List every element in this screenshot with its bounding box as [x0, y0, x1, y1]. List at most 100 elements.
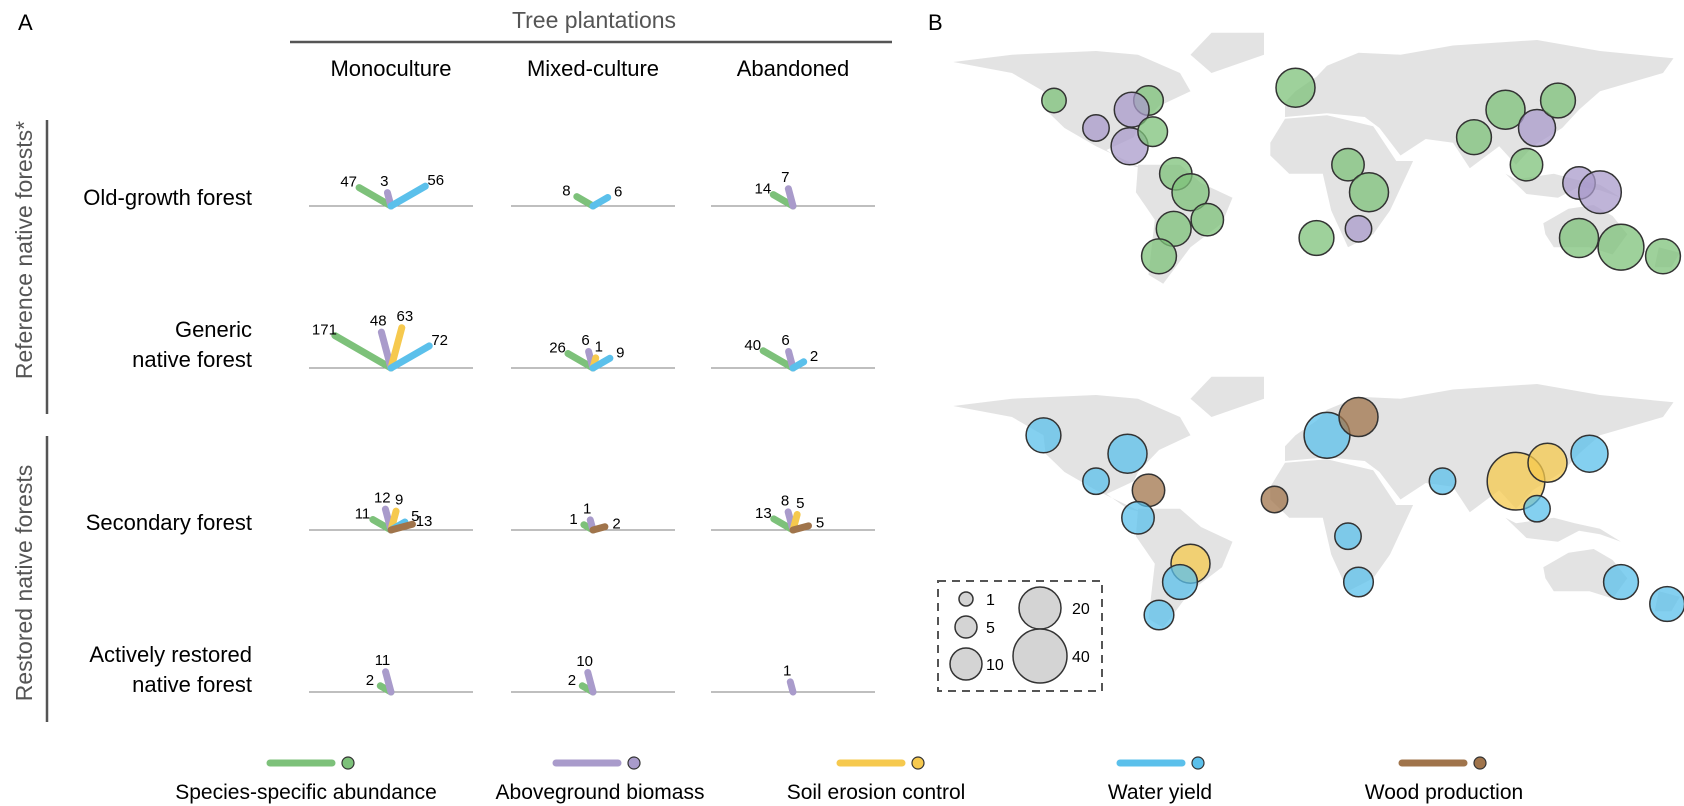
landmass: [953, 51, 1191, 169]
fan-ray-abund: [355, 184, 395, 210]
size-legend-label-20: 20: [1072, 601, 1090, 618]
fan-value-label: 8: [562, 183, 570, 200]
row-label-secondary: Secondary forest: [86, 510, 252, 535]
map-point-abund: [1137, 116, 1169, 148]
landmass: [1285, 40, 1674, 169]
map-point-water: [1570, 434, 1609, 473]
row-label-old-growth: Old-growth forest: [83, 185, 252, 210]
fan-ray-wood: [387, 520, 416, 534]
map-point-abund: [1190, 202, 1225, 237]
fan-value-label: 2: [366, 672, 374, 689]
map-point-abund: [1558, 217, 1600, 259]
side-label-restored: Restored native forests: [11, 465, 37, 702]
map-point-water: [1143, 599, 1175, 631]
map-point-abund: [1171, 172, 1210, 212]
column-header-monoculture: Monoculture: [330, 56, 451, 81]
size-legend-circle-5: [954, 615, 978, 639]
legend-swatch-dot-wood: [1473, 756, 1487, 770]
map-point-abund: [1140, 238, 1178, 275]
row-label-active-line2: native forest: [132, 672, 252, 697]
fan-ray-water: [789, 358, 808, 372]
fan-value-label: 56: [427, 172, 444, 189]
map-point-abund: [1275, 67, 1316, 108]
map-point-water: [1428, 467, 1457, 496]
map-point-biomass: [1113, 91, 1150, 128]
fan-value-label: 2: [612, 516, 620, 533]
size-legend-circle-40: [1012, 628, 1068, 684]
fan-ray-biomass: [786, 678, 797, 696]
row-label-generic-line2: native forest: [132, 347, 252, 372]
map-point-abund: [1485, 89, 1526, 130]
size-legend-circle-10: [949, 647, 983, 681]
map-point-abund: [1597, 223, 1645, 271]
fan-value-label: 3: [380, 173, 388, 190]
fan-value-label: 9: [616, 344, 624, 361]
fan-value-label: 13: [416, 513, 433, 530]
landmass: [1505, 517, 1621, 542]
fan-ray-water: [387, 342, 433, 372]
side-label-reference: Reference native forests*: [11, 121, 37, 379]
fan-value-label: 13: [755, 505, 772, 522]
reference-map: [953, 32, 1682, 284]
fan-value-label: 6: [614, 183, 622, 200]
fan-value-label: 171: [312, 322, 337, 339]
row-label-generic-line1: Generic: [175, 317, 252, 342]
fan-value-label: 40: [744, 337, 761, 354]
fan-value-label: 1: [583, 500, 591, 517]
column-header-mixed-culture: Mixed-culture: [527, 56, 659, 81]
map-point-biomass: [1517, 108, 1557, 148]
landmass: [1190, 32, 1264, 73]
map-point-soil: [1527, 442, 1568, 484]
fan-ray-abund: [331, 332, 395, 372]
fan-value-label: 72: [431, 332, 448, 349]
map-point-abund: [1041, 87, 1067, 114]
fan-value-label: 9: [395, 492, 403, 509]
map-point-abund: [1348, 171, 1390, 213]
map-point-water: [1649, 585, 1684, 623]
fan-value-label: 2: [568, 672, 576, 689]
map-point-water: [1334, 522, 1362, 551]
legend-swatch-dot-water: [1191, 756, 1205, 770]
fan-ray-biomass: [382, 668, 395, 696]
map-point-abund: [1331, 147, 1365, 182]
fan-ray-abund: [759, 347, 797, 372]
row-label-active-line1: Actively restored: [89, 642, 252, 667]
restored-map: [953, 376, 1684, 631]
fan-value-label: 8: [781, 492, 789, 509]
fan-value-label: 14: [754, 181, 771, 198]
fan-value-label: 1: [783, 662, 791, 679]
fan-value-label: 47: [340, 174, 357, 191]
color-legend: Species-specific abundance Aboveground b…: [175, 756, 1523, 804]
map-point-abund: [1455, 119, 1493, 156]
fan-value-label: 10: [576, 653, 593, 670]
map-point-wood: [1338, 396, 1379, 438]
fan-value-label: 2: [810, 348, 818, 365]
map-point-abund: [1509, 147, 1544, 182]
fan-ray-soil: [387, 324, 406, 372]
map-point-abund: [1644, 238, 1682, 275]
fan-ray-biomass: [584, 668, 597, 696]
landmass: [953, 395, 1191, 513]
fan-value-label: 5: [411, 508, 419, 525]
fan-value-label: 5: [816, 515, 824, 532]
legend-label-water: Water yield: [1108, 781, 1212, 804]
fan-value-label: 6: [781, 332, 789, 349]
fan-value-label: 11: [375, 652, 391, 669]
map-point-biomass: [1082, 114, 1110, 142]
fan-value-label: 1: [595, 338, 603, 355]
map-point-water: [1107, 433, 1148, 474]
size-legend-label-40: 40: [1072, 649, 1090, 666]
landmass: [1285, 384, 1674, 513]
fan-value-label: 7: [781, 169, 789, 186]
size-legend-box: [937, 580, 1103, 692]
fan-ray-water: [589, 354, 614, 372]
fan-value-label: 12: [374, 490, 391, 507]
map-point-biomass: [1344, 214, 1373, 243]
legend-swatch-dot-soil: [911, 756, 925, 770]
panel-a-label: A: [18, 10, 33, 35]
fan-ray-water: [387, 182, 429, 210]
size-legend-label-10: 10: [986, 657, 1004, 674]
fan-value-label: 5: [796, 495, 804, 512]
size-legend-circle-1: [958, 591, 974, 607]
